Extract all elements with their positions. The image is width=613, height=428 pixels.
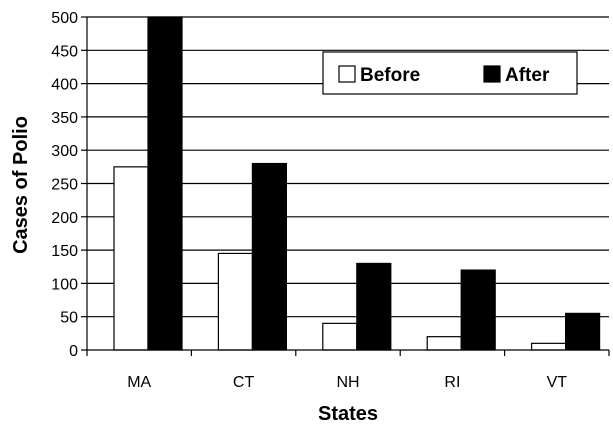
bar-before-nh (322, 322, 358, 351)
legend: Before After (322, 51, 578, 95)
y-tick-label: 350 (51, 110, 78, 127)
legend-box (322, 51, 578, 95)
legend-label-after: After (505, 65, 550, 86)
x-tick-labels: MA CT NH RI VT (127, 374, 567, 391)
bar-before-ma (113, 166, 149, 351)
bar-after-nh (356, 262, 392, 351)
x-tick-label-ma: MA (127, 374, 151, 391)
y-tick-label: 100 (51, 276, 78, 293)
y-tick-label: 0 (69, 343, 78, 360)
y-tick-labels: 0 50 100 150 200 250 300 350 400 450 500 (51, 10, 78, 360)
x-tick-label-vt: VT (547, 374, 568, 391)
x-tick-label-ri: RI (444, 374, 460, 391)
bar-after-ma (147, 16, 183, 351)
bar-after-vt (564, 312, 601, 351)
y-tick-label: 500 (51, 10, 78, 27)
y-tick-label: 200 (51, 210, 78, 227)
bar-after-ct (251, 162, 287, 351)
y-tick-label: 250 (51, 177, 78, 194)
axes (81, 16, 610, 356)
y-tick-label: 150 (51, 243, 78, 260)
bar-before-ri (426, 336, 462, 351)
legend-swatch-before (338, 65, 356, 83)
legend-swatch-after (483, 65, 501, 83)
y-tick-label: 50 (60, 310, 78, 327)
bar-before-vt (530, 342, 567, 351)
bar-before-ct (217, 252, 253, 351)
y-tick-label: 300 (51, 143, 78, 160)
y-tick-label: 450 (51, 43, 78, 60)
legend-label-before: Before (360, 65, 420, 86)
bar-after-ri (460, 269, 496, 351)
x-tick-label-nh: NH (336, 374, 359, 391)
x-tick-label-ct: CT (233, 374, 255, 391)
y-tick-label: 400 (51, 77, 78, 94)
x-axis-title: States (318, 403, 378, 425)
y-axis-title: Cases of Polio (10, 116, 32, 254)
